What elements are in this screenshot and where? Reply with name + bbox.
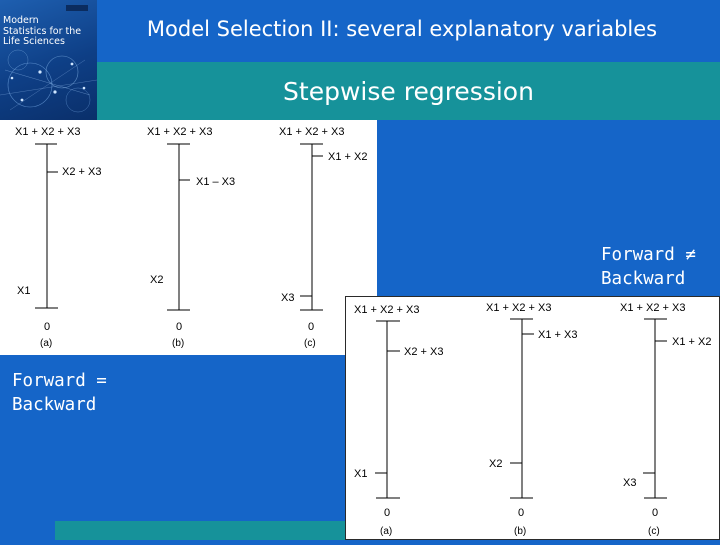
stepwise-figure-bottom: X1 + X2 + X3 X2 + X3 X1 0 (a) X1 + X2 + … — [345, 296, 720, 540]
zero-label: 0 — [308, 321, 314, 333]
diagram-panel-b: X1 + X2 + X3 X1 + X3 X2 0 (b) — [486, 302, 577, 537]
step-model-label: X1 – X3 — [196, 176, 235, 188]
diagram-panel-b: X1 + X2 + X3 X1 – X3 X2 0 (b) — [147, 126, 235, 349]
zero-label: 0 — [652, 507, 658, 519]
book-title-line: Statistics for the — [3, 25, 82, 37]
step-model-label: X1 + X2 — [328, 151, 367, 163]
stepwise-figure-top: X1 + X2 + X3 X2 + X3 X1 0 (a) X1 + X2 + … — [0, 120, 377, 355]
full-model-label: X1 + X2 + X3 — [620, 302, 685, 314]
slide-title: Model Selection II: several explanatory … — [146, 17, 658, 41]
panel-label: (b) — [172, 338, 184, 349]
note-forward-equals-backward: Forward = Backward — [12, 369, 107, 417]
full-model-label: X1 + X2 + X3 — [486, 302, 551, 314]
note-forward-not-backward: Forward ≠ Backward — [601, 243, 696, 291]
zero-label: 0 — [176, 321, 182, 333]
diagram-panel-c: X1 + X2 + X3 X1 + X2 X3 0 (c) — [279, 126, 367, 349]
final-model-label: X3 — [281, 292, 294, 304]
header-band — [0, 0, 720, 62]
step-model-label: X1 + X3 — [538, 329, 577, 341]
panel-label: (a) — [380, 526, 392, 537]
final-model-label: X1 — [354, 468, 367, 480]
full-model-label: X1 + X2 + X3 — [147, 126, 212, 138]
final-model-label: X1 — [17, 285, 30, 297]
step-model-label: X2 + X3 — [62, 166, 101, 178]
book-cover-image: Modern Statistics for the Life Sciences — [0, 0, 97, 120]
final-model-label: X3 — [623, 477, 636, 489]
zero-label: 0 — [44, 321, 50, 333]
diagram-panel-c: X1 + X2 + X3 X1 + X2 X3 0 (c) — [620, 302, 711, 537]
full-model-label: X1 + X2 + X3 — [15, 126, 80, 138]
panel-label: (c) — [304, 338, 316, 349]
slide-subtitle: Stepwise regression — [283, 77, 534, 106]
panel-label: (a) — [40, 338, 52, 349]
diagram-panel-a: X1 + X2 + X3 X2 + X3 X1 0 (a) — [15, 126, 101, 349]
panel-label: (b) — [514, 526, 526, 537]
diagram-panel-a: X1 + X2 + X3 X2 + X3 X1 0 (a) — [354, 304, 443, 537]
book-title-line: Life Sciences — [3, 36, 65, 47]
note-line: Backward — [12, 395, 97, 415]
step-model-label: X2 + X3 — [404, 346, 443, 358]
final-model-label: X2 — [150, 274, 163, 286]
zero-label: 0 — [518, 507, 524, 519]
book-title-line: Modern — [3, 15, 39, 26]
step-model-label: X1 + X2 — [672, 336, 711, 348]
full-model-label: X1 + X2 + X3 — [279, 126, 344, 138]
note-line: Backward — [601, 269, 686, 289]
footer-band — [55, 521, 355, 540]
panel-label: (c) — [648, 526, 660, 537]
subtitle-band — [97, 62, 720, 120]
final-model-label: X2 — [489, 458, 502, 470]
book-title: Modern Statistics for the Life Sciences — [3, 15, 95, 48]
note-line: Forward = — [12, 371, 107, 391]
full-model-label: X1 + X2 + X3 — [354, 304, 419, 316]
book-cover-pattern-icon — [0, 5, 97, 113]
note-line: Forward ≠ — [601, 245, 696, 265]
zero-label: 0 — [384, 507, 390, 519]
